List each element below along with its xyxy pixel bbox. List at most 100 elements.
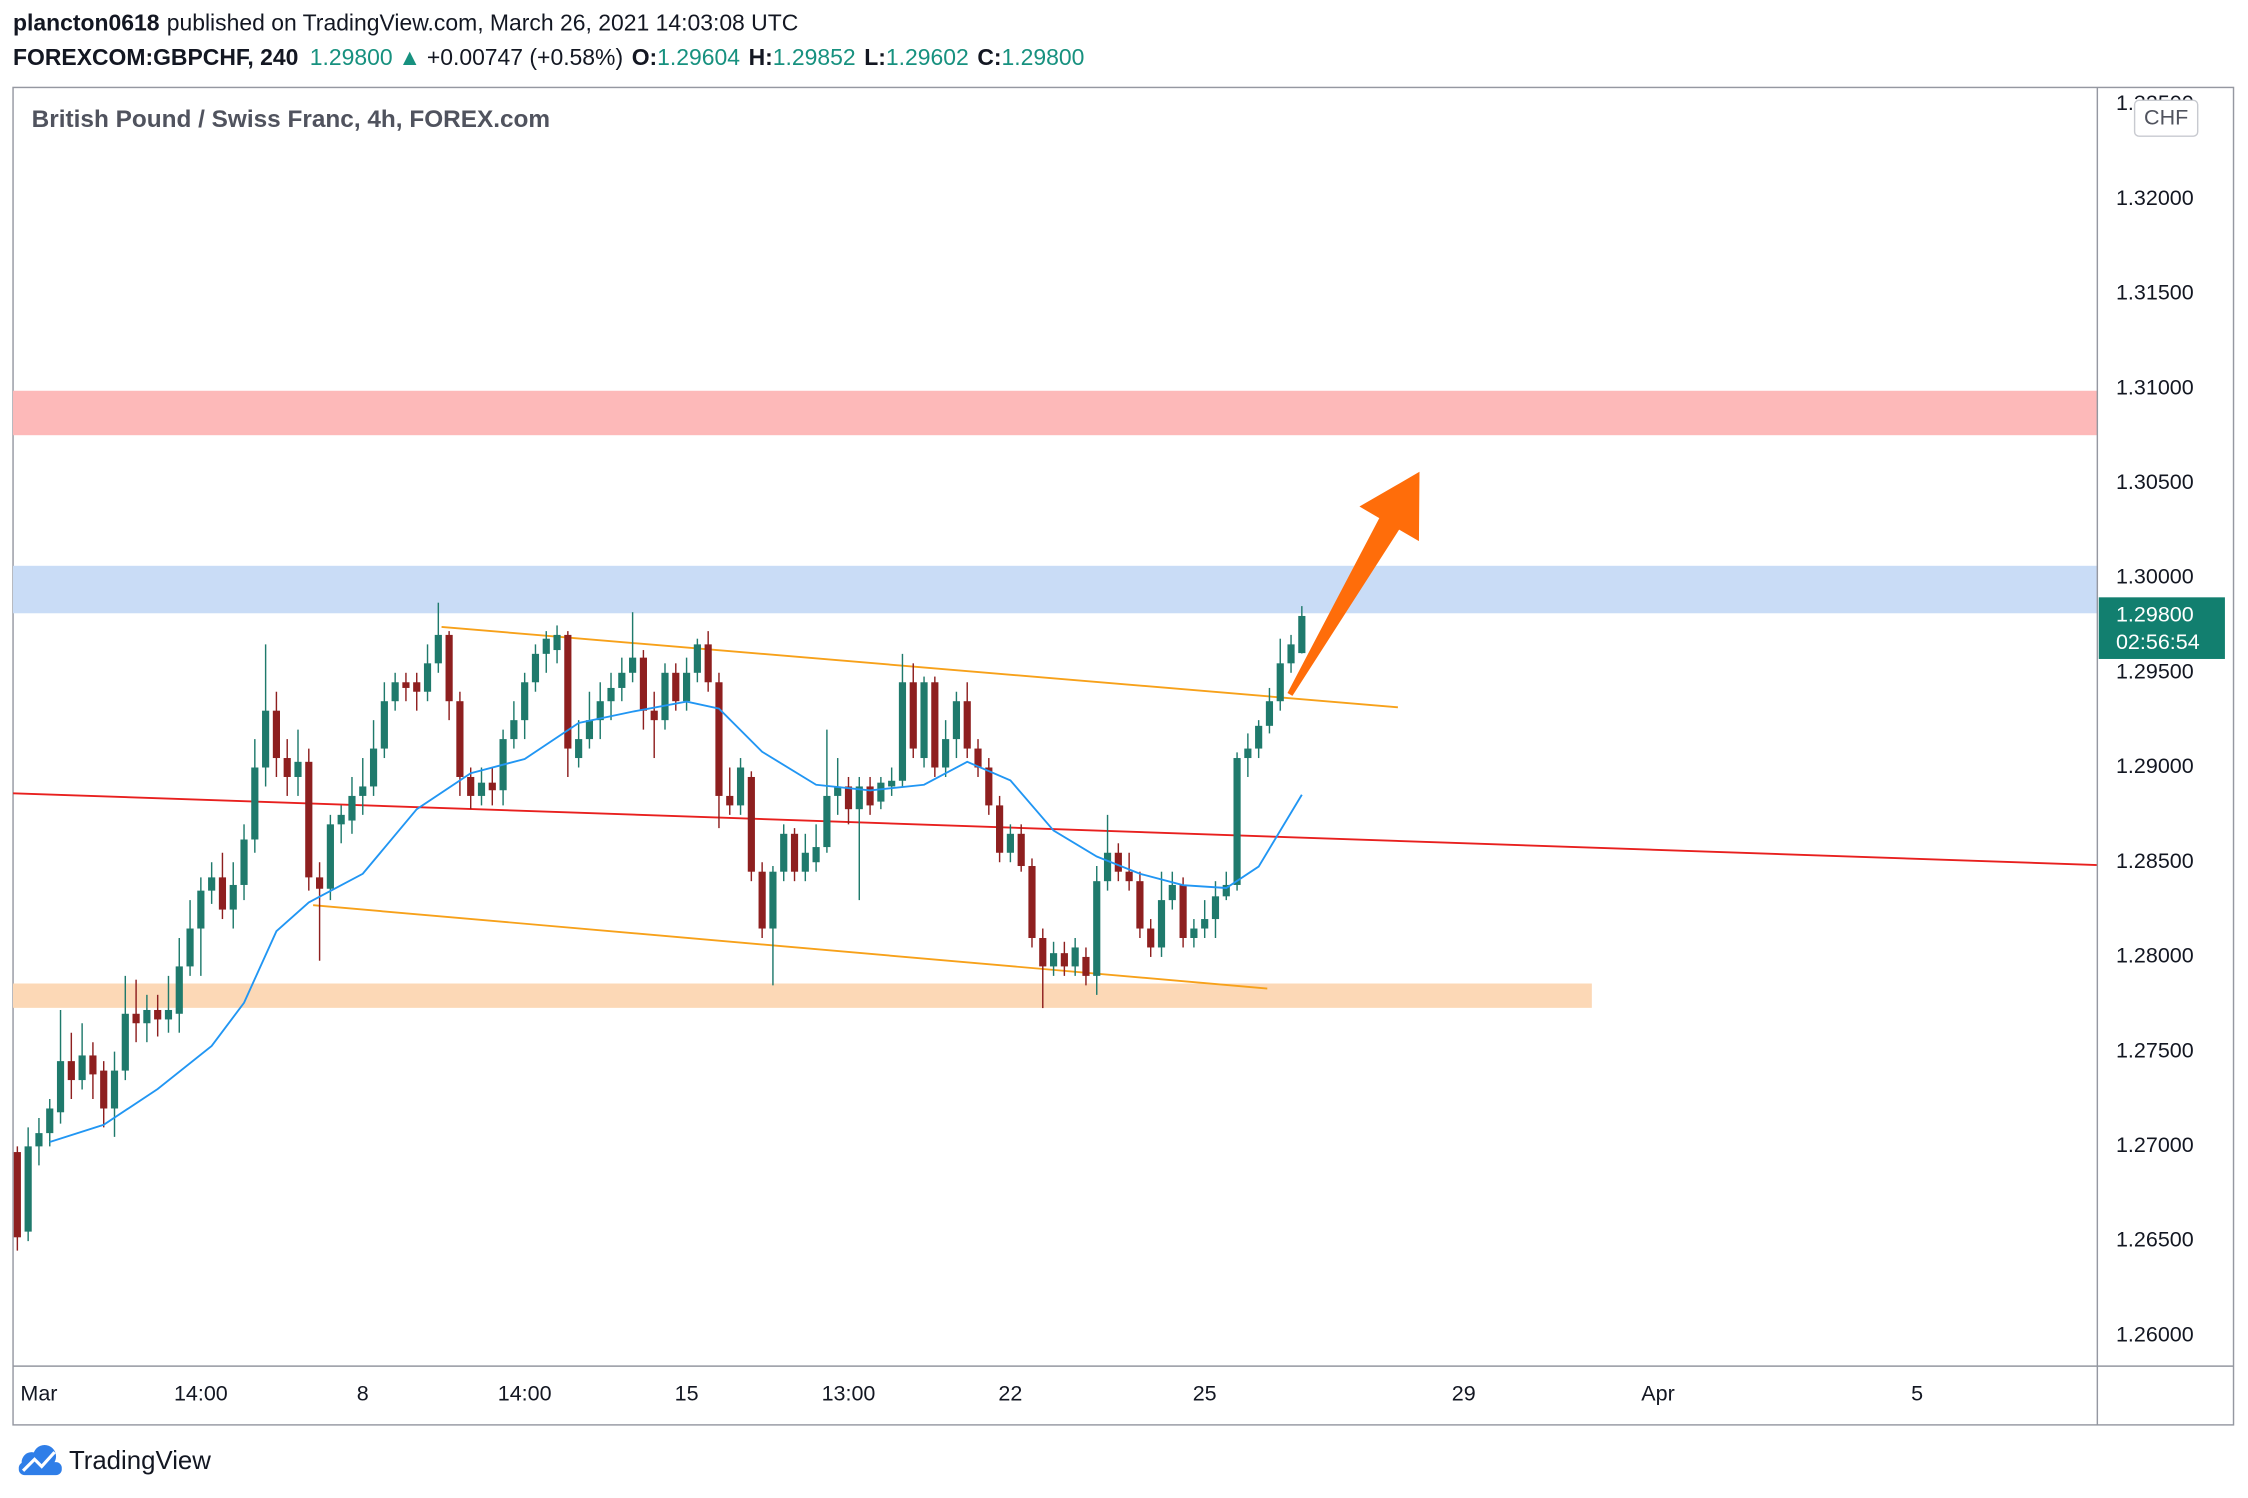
- candle-body: [1039, 937, 1047, 967]
- candle-body: [1265, 701, 1274, 726]
- candle-body: [488, 782, 496, 791]
- open-label: O:: [632, 44, 657, 70]
- candle-body: [618, 672, 626, 688]
- candle-body: [931, 682, 939, 768]
- plot-area: [13, 390, 2098, 1251]
- x-tick-label: 29: [1452, 1381, 1476, 1405]
- trend-line: [441, 626, 1398, 709]
- open-value: 1.29604: [657, 44, 740, 70]
- candle-body: [283, 758, 291, 777]
- candle-body: [855, 786, 863, 810]
- y-tick-label: 1.31500: [2116, 281, 2194, 305]
- last-price: 1.29800: [310, 44, 393, 70]
- candle-body: [186, 928, 194, 967]
- candle-body: [1211, 896, 1220, 920]
- candle-body: [46, 1108, 54, 1134]
- candle-body: [121, 1013, 129, 1071]
- candle-body: [985, 767, 993, 806]
- candle-body: [294, 761, 302, 777]
- candle-body: [13, 1152, 21, 1238]
- y-tick-label: 1.27500: [2116, 1038, 2194, 1062]
- candle-body: [1298, 615, 1306, 654]
- candle-body: [240, 839, 248, 885]
- candle-body: [35, 1133, 43, 1147]
- candle-body: [1103, 852, 1112, 882]
- candle-body: [100, 1070, 108, 1109]
- candle-body: [596, 701, 604, 721]
- candle-body: [1114, 852, 1122, 872]
- x-tick-label: 5: [1911, 1381, 1923, 1405]
- y-tick-label: 1.26500: [2116, 1228, 2194, 1252]
- candle-body: [337, 814, 345, 825]
- low-value: 1.29602: [886, 44, 969, 70]
- candle-body: [132, 1013, 140, 1024]
- candle-body: [790, 833, 799, 872]
- close-value: 1.29800: [1002, 44, 1085, 70]
- candle-body: [736, 767, 745, 806]
- legend-title: British Pound / Swiss Franc, 4h, FOREX.c…: [32, 106, 550, 133]
- change: +0.00747 (+0.58%): [427, 44, 623, 70]
- trend-line: [13, 792, 2098, 866]
- candle-body: [1287, 644, 1295, 664]
- candle-body: [920, 682, 928, 759]
- y-tick-label: 1.29500: [2116, 659, 2194, 683]
- candle-body: [1201, 919, 1209, 929]
- y-tick-label: 1.31000: [2116, 375, 2194, 399]
- x-tick-label: 14:00: [174, 1381, 228, 1405]
- candle-body: [380, 701, 388, 749]
- candle-body: [402, 682, 410, 688]
- candle-body: [834, 786, 842, 796]
- trend-line: [313, 904, 1268, 990]
- zone: [13, 390, 2098, 436]
- candle-body: [952, 701, 961, 740]
- candle-body: [1179, 884, 1187, 938]
- candle-body: [456, 701, 464, 777]
- candle-body: [1093, 881, 1101, 976]
- x-tick-label: 22: [998, 1381, 1022, 1405]
- candle-body: [575, 739, 583, 759]
- candle-body: [629, 657, 637, 673]
- candle-body: [942, 739, 950, 768]
- published: published on TradingView.com, March 26, …: [167, 9, 799, 35]
- candle-body: [391, 682, 399, 702]
- y-tick-label: 1.32000: [2116, 186, 2194, 210]
- candle-body: [67, 1061, 75, 1081]
- candle-body: [445, 634, 453, 702]
- candle-body: [1049, 953, 1058, 967]
- candle-body: [639, 657, 647, 711]
- candle-body: [1147, 928, 1155, 948]
- candle-body: [542, 638, 550, 654]
- candle-body: [218, 877, 227, 910]
- candle-body: [844, 786, 853, 810]
- candle-body: [272, 710, 280, 759]
- candle-body: [607, 687, 615, 702]
- candle-body: [78, 1055, 86, 1081]
- last-price-box: [2098, 597, 2225, 659]
- currency[interactable]: CHF: [2144, 106, 2188, 130]
- candle-body: [1006, 833, 1014, 853]
- candle-body: [801, 852, 809, 872]
- candle-body: [262, 710, 270, 768]
- candle-body: [650, 710, 658, 721]
- candle-body: [229, 884, 237, 910]
- candle-body: [1082, 956, 1090, 976]
- zone: [13, 983, 1592, 1008]
- candle-body: [553, 634, 561, 651]
- y-tick-label: 1.30000: [2116, 565, 2194, 589]
- candle-body: [888, 780, 896, 787]
- candle-body: [1222, 884, 1230, 897]
- author: plancton0618: [13, 9, 160, 35]
- currency-button[interactable]: [2133, 99, 2199, 137]
- candle-body: [89, 1055, 97, 1075]
- candle-body: [780, 833, 788, 872]
- y-tick-label: 1.29000: [2116, 754, 2194, 778]
- symbol: FOREXCOM:GBPCHF, 240: [13, 44, 298, 70]
- candle-body: [1190, 928, 1198, 938]
- logo-line: [21, 1451, 56, 1472]
- x-tick-label: Mar: [20, 1381, 57, 1405]
- candle-body: [197, 890, 205, 929]
- candle-body: [715, 682, 723, 796]
- candle-body: [510, 720, 518, 740]
- candle-body: [704, 644, 712, 683]
- candle-body: [747, 776, 755, 872]
